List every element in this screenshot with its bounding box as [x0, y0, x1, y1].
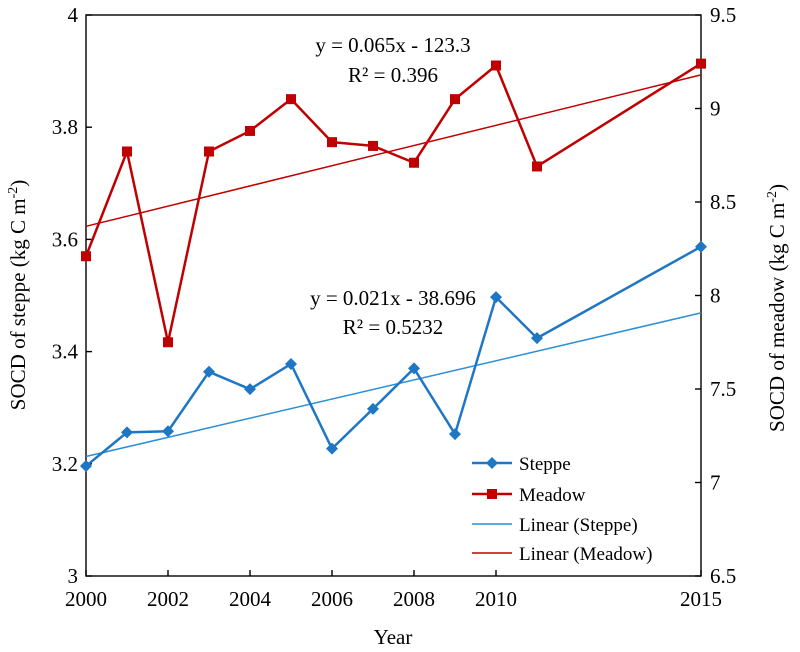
- steppe-r2: R² = 0.5232: [343, 315, 443, 339]
- x-tick-label: 2015: [680, 587, 722, 611]
- y2-tick-label: 8.5: [710, 190, 736, 214]
- point-steppe: [80, 460, 92, 473]
- x-axis-title: Year: [374, 625, 413, 649]
- point-meadow: [327, 137, 337, 148]
- point-steppe: [490, 291, 502, 304]
- trendline-linear-steppe: [85, 312, 702, 458]
- series-lines: [84, 62, 702, 468]
- legend-item-linear-steppe: Linear (Steppe): [472, 515, 638, 536]
- point-steppe: [244, 383, 256, 396]
- point-meadow: [532, 161, 542, 172]
- meadow-r2: R² = 0.396: [348, 63, 438, 87]
- series-markers: [80, 58, 707, 473]
- point-meadow: [409, 157, 419, 168]
- y-axis-left: 3 3.2 3.4 3.6 3.8 4: [52, 3, 92, 588]
- legend: Steppe Meadow Linear (Steppe) Linear (Me…: [472, 454, 652, 565]
- legend-label-meadow: Meadow: [519, 485, 586, 506]
- series-line-steppe: [85, 245, 702, 468]
- trendlines: [85, 74, 702, 458]
- y-tick-label: 3: [68, 564, 79, 588]
- y-tick-label: 4: [68, 3, 79, 27]
- legend-label-linear-meadow: Linear (Meadow): [519, 544, 652, 565]
- point-steppe: [162, 425, 174, 438]
- legend-item-steppe: Steppe: [472, 454, 571, 475]
- legend-label-steppe: Steppe: [519, 454, 571, 475]
- x-tick-label: 2008: [393, 587, 435, 611]
- y-tick-label: 3.8: [52, 115, 78, 139]
- point-meadow: [491, 60, 501, 71]
- point-steppe: [367, 402, 379, 415]
- x-tick-label: 2006: [311, 587, 353, 611]
- point-steppe: [695, 240, 707, 253]
- y2-axis-title: SOCD of meadow (kg C m-2): [765, 184, 789, 432]
- point-meadow: [81, 251, 91, 262]
- point-steppe: [326, 442, 338, 455]
- x-tick-label: 2000: [65, 587, 107, 611]
- steppe-equation: y = 0.021x - 38.696: [310, 286, 476, 310]
- point-steppe: [531, 332, 543, 345]
- y-tick-label: 3.4: [52, 340, 79, 364]
- point-steppe: [285, 357, 297, 370]
- legend-item-meadow: Meadow: [472, 485, 586, 506]
- point-steppe: [203, 365, 215, 378]
- point-steppe: [121, 426, 133, 439]
- point-meadow: [368, 140, 378, 151]
- point-meadow: [450, 94, 460, 105]
- y2-tick-label: 9: [710, 97, 721, 121]
- point-meadow: [696, 58, 706, 69]
- y2-tick-label: 7.5: [710, 377, 736, 401]
- legend-marker-steppe: [486, 457, 498, 469]
- y-tick-label: 3.2: [52, 452, 78, 476]
- x-tick-label: 2010: [475, 587, 517, 611]
- point-meadow: [163, 337, 173, 348]
- legend-marker-meadow: [487, 489, 497, 499]
- legend-item-linear-meadow: Linear (Meadow): [472, 544, 652, 565]
- point-steppe: [449, 428, 461, 441]
- y-tick-label: 3.6: [52, 227, 78, 251]
- legend-label-linear-steppe: Linear (Steppe): [519, 515, 638, 536]
- y2-tick-label: 7: [710, 471, 721, 495]
- point-meadow: [286, 94, 296, 105]
- x-tick-label: 2002: [147, 587, 189, 611]
- point-meadow: [122, 146, 132, 157]
- y2-tick-label: 9.5: [710, 3, 736, 27]
- y-axis-right: 6.5 7 7.5 8 8.5 9 9.5: [695, 3, 736, 588]
- x-tick-label: 2004: [229, 587, 272, 611]
- x-axis: 2000 2002 2004 2006 2008 2010 2015: [65, 570, 722, 611]
- y2-tick-label: 8: [710, 284, 721, 308]
- point-steppe: [408, 362, 420, 375]
- trendline-linear-meadow: [85, 74, 702, 228]
- y2-tick-label: 6.5: [710, 564, 736, 588]
- point-meadow: [204, 146, 214, 157]
- point-meadow: [245, 125, 255, 136]
- meadow-equation: y = 0.065x - 123.3: [315, 33, 470, 57]
- y-axis-title: SOCD of steppe (kg C m-2): [6, 180, 30, 410]
